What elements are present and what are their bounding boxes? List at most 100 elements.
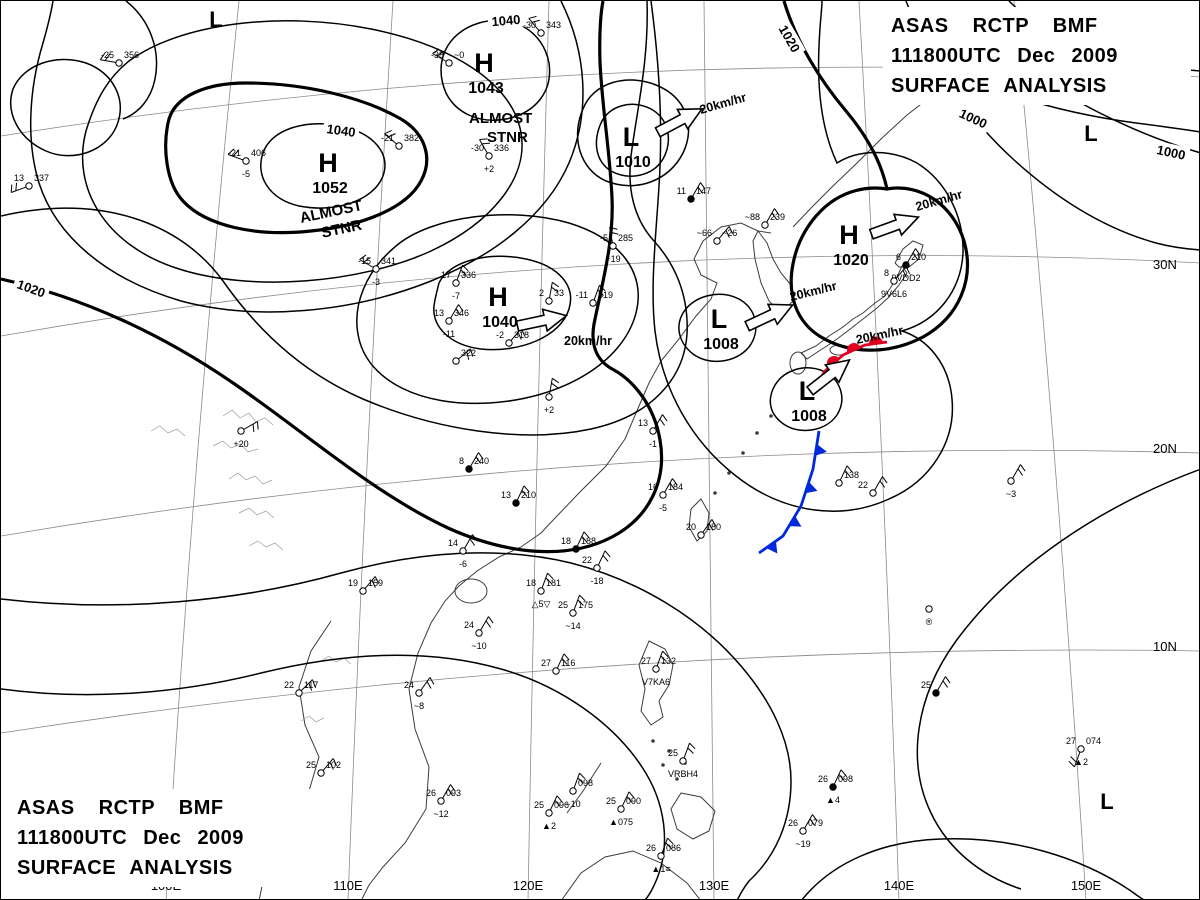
station-extra: ▲075 xyxy=(609,817,633,827)
station-temperature: 27 xyxy=(641,656,651,666)
wind-barb-tick xyxy=(332,758,338,766)
warm-front-pip xyxy=(847,343,861,353)
cold-front-pip xyxy=(805,481,818,494)
longitude-label: 120E xyxy=(513,878,544,893)
station-extra: ~10 xyxy=(565,799,580,809)
station-pressure: 341 xyxy=(381,256,396,266)
station-plot: 6 210 9VDD2 xyxy=(891,248,926,283)
station-temperature: 26 xyxy=(646,843,656,853)
wind-barb-tick xyxy=(942,680,948,688)
wind-barb-tick xyxy=(10,184,13,193)
chart-type: SURFACE ANALYSIS xyxy=(891,75,1107,97)
station-pressure: 086 xyxy=(666,843,681,853)
wind-barb-tick xyxy=(455,308,461,316)
station-temperature: 25 xyxy=(921,680,931,690)
station-temperature: -30 xyxy=(523,20,536,30)
station-circle xyxy=(317,769,325,777)
cold-front-pip xyxy=(788,515,802,527)
wind-barb-tick xyxy=(879,480,885,488)
wind-barb-tick xyxy=(252,423,255,433)
isobar-line xyxy=(1,654,666,899)
wind-barb-tick xyxy=(462,264,469,272)
wind-barb xyxy=(10,186,26,193)
station-temperature: 2 xyxy=(539,288,544,298)
station-pressure: 336 xyxy=(461,270,476,280)
wind-barb-tick xyxy=(371,580,376,588)
station-temperature: -5 xyxy=(600,233,608,243)
station-plot: 13 -1 xyxy=(638,414,668,449)
wind-barb-tick xyxy=(610,231,619,235)
wind-barb xyxy=(840,465,848,481)
station-plot: 25 175 ~14 xyxy=(558,594,593,631)
wind-barb-tick xyxy=(432,48,440,54)
station-plot: -2 318 xyxy=(496,328,529,347)
pressure-center-value: 1020 xyxy=(833,252,869,269)
latitude-label: 10N xyxy=(1153,639,1177,654)
wind-barb-tick xyxy=(556,795,563,803)
station-circle xyxy=(713,237,721,245)
station-extra: -11 xyxy=(443,329,455,339)
station-temperature: -11 xyxy=(576,290,588,300)
station-circle xyxy=(359,587,367,595)
isobar-line xyxy=(1,1,664,554)
station-plot: 26 093 ~12 xyxy=(426,784,461,819)
wind-barb-tick xyxy=(628,791,635,799)
station-pressure: 117 xyxy=(304,680,318,690)
isobar-line xyxy=(595,103,670,177)
station-circle xyxy=(475,629,483,637)
station-plot: 26 086 ▲1≡ xyxy=(646,837,681,874)
station-circle xyxy=(372,265,380,273)
wind-barb-tick xyxy=(711,519,717,527)
wind-barb xyxy=(598,550,606,566)
station-temperature: -2 xyxy=(496,330,504,340)
isobar-line xyxy=(164,81,429,235)
wind-barb-tick xyxy=(771,212,777,220)
station-extra: -5 xyxy=(659,503,667,513)
wind-barb-tick xyxy=(838,773,845,781)
wind-barb-tick xyxy=(945,676,951,684)
wind-barb-tick xyxy=(554,799,561,807)
wind-barb-tick xyxy=(602,554,609,562)
wind-barb xyxy=(549,378,553,394)
station-temperature: 26 xyxy=(426,788,436,798)
station-temperature: 18 xyxy=(526,578,536,588)
station-pressure: 188 xyxy=(581,536,596,546)
wind-barb-tick xyxy=(545,577,552,584)
station-temperature: 25 xyxy=(306,760,316,770)
station-temperature: 8 xyxy=(884,268,889,278)
station-plot: 8 240 xyxy=(459,452,489,473)
station-plot: 322 xyxy=(452,348,476,365)
station-plot: ~88 239 xyxy=(745,208,785,229)
wind-barb xyxy=(573,772,580,788)
station-circle xyxy=(569,609,577,617)
pressure-center-value: 1008 xyxy=(791,408,827,425)
wind-barb xyxy=(593,284,600,300)
station-plot: 19 159 xyxy=(348,576,383,595)
wind-barb xyxy=(420,677,431,691)
cold-front-pip xyxy=(766,541,778,554)
station-circle xyxy=(761,221,769,229)
station-plot: 25 096 ▲2 xyxy=(534,795,569,831)
isobar-line xyxy=(10,58,121,157)
wind-barb xyxy=(573,594,580,610)
station-pressure: 147 xyxy=(696,186,711,196)
wind-barb-tick xyxy=(450,784,456,792)
wind-barb-tick xyxy=(609,226,618,230)
station-circle xyxy=(902,261,910,269)
isobar-line xyxy=(916,468,1199,890)
wind-barb-tick xyxy=(561,657,568,665)
wind-barb xyxy=(442,784,451,799)
station-extra: ▲4 xyxy=(826,795,840,805)
station-temperature: 25 xyxy=(534,800,544,810)
wind-barb-tick xyxy=(846,465,853,473)
station-temperature: 24 xyxy=(464,620,474,630)
station-circle xyxy=(679,757,687,765)
wind-barb-tick xyxy=(363,257,371,263)
wind-barb-tick xyxy=(577,599,584,606)
station-pressure: 322 xyxy=(461,348,476,358)
pressure-center-symbol: L xyxy=(711,304,728,334)
wind-barb-tick xyxy=(232,150,239,157)
wind-barb-tick xyxy=(470,348,474,357)
graticule-line xyxy=(1,449,1199,537)
wind-barb xyxy=(609,227,613,243)
